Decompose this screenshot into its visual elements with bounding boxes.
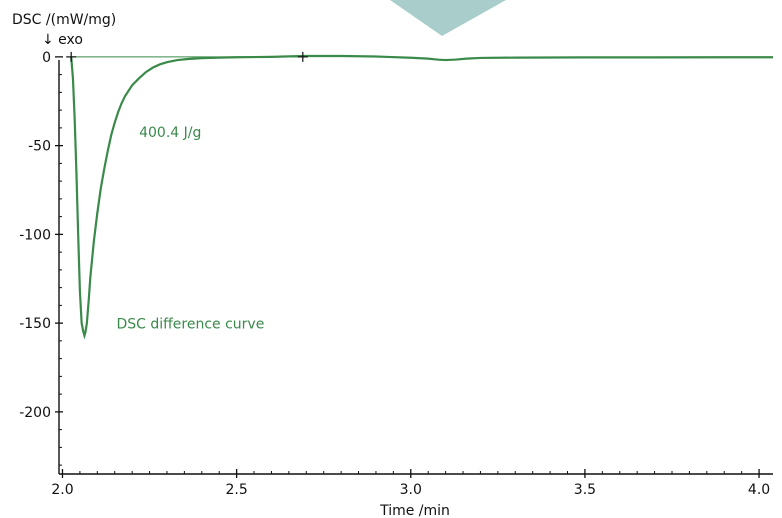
y-axis-exo-note: ↓ exo [42,32,83,48]
y-tick-label: -200 [19,405,51,421]
x-tick-label: 4.0 [748,482,770,498]
x-ticks: 2.0 2.5 3.0 3.5 4.0 [51,469,770,498]
x-tick-label: 3.5 [574,482,596,498]
y-tick-label: 0 [42,50,51,66]
decorative-triangle [390,0,506,36]
x-axis-label: Time /min [379,503,450,518]
y-minor-ticks [59,74,62,466]
dsc-difference-curve-line [70,54,773,340]
x-tick-label: 2.5 [225,482,247,498]
y-tick-label: -150 [19,316,51,332]
y-axis-label: DSC /(mW/mg) [12,12,116,28]
y-tick-label: -100 [19,227,51,243]
x-minor-ticks [79,471,743,474]
x-tick-label: 2.0 [51,482,73,498]
y-ticks: 0 -50 -100 -150 -200 [19,50,63,421]
y-tick-label: -50 [28,139,51,155]
integration-limit-markers [66,51,308,62]
enthalpy-annotation: 400.4 J/g [139,125,201,141]
x-tick-label: 3.0 [400,482,422,498]
series-label-annotation: DSC difference curve [116,316,264,332]
